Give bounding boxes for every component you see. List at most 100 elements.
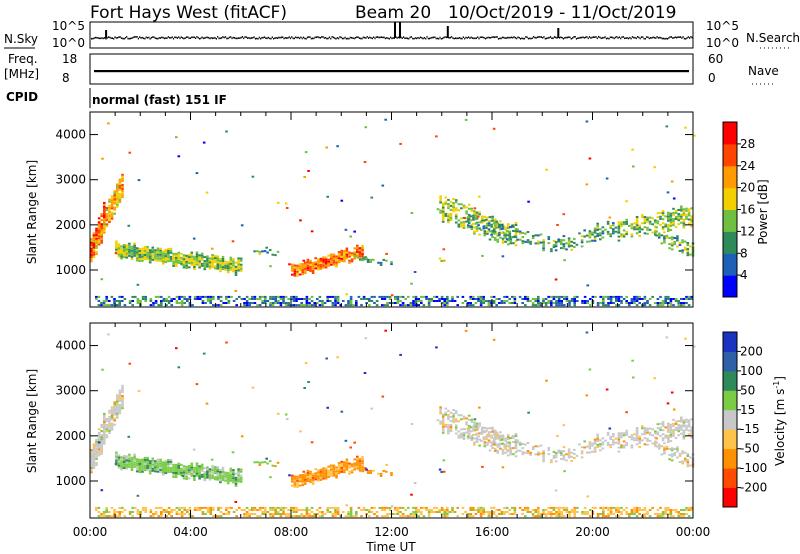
power-cell (284, 295, 288, 298)
velocity-cell (500, 434, 504, 437)
power-cell (308, 302, 311, 304)
power-cell (670, 242, 674, 245)
velocity-cell (573, 457, 576, 459)
power-cell (258, 295, 262, 298)
nsky-point (117, 36, 119, 39)
power-cell (164, 255, 168, 258)
velocity-cell (307, 381, 310, 383)
velocity-cell (653, 377, 656, 380)
velocity-cell (612, 513, 615, 515)
power-cell (117, 255, 121, 258)
power-cell (128, 242, 131, 245)
velocity-cell (465, 421, 468, 424)
velocity-cell (138, 467, 142, 470)
power-cell (465, 212, 468, 215)
power-cell (441, 202, 445, 205)
velocity-cell (243, 509, 246, 511)
power-cell (234, 290, 238, 292)
velocity-cell (563, 509, 566, 511)
power-cell (585, 183, 589, 186)
velocity-cell (265, 457, 268, 460)
velocity-cell (674, 422, 678, 425)
velocity-cell (648, 433, 652, 436)
cpid-mode-text: normal (fast) 151 IF (92, 93, 227, 107)
power-cell (185, 260, 188, 263)
power-cell (331, 304, 335, 307)
nsky-point (569, 36, 571, 39)
power-cell (449, 213, 453, 215)
power-cell (113, 298, 116, 300)
power-cell (237, 257, 240, 260)
velocity-cell (151, 469, 155, 472)
velocity-cell (291, 474, 294, 477)
power-cell (211, 264, 214, 267)
power-cell (467, 203, 471, 206)
power-cell (209, 302, 212, 304)
power-cell (496, 232, 500, 235)
power-cell (498, 225, 501, 228)
velocity-cell (638, 506, 641, 509)
velocity-cell (504, 437, 507, 440)
velocity-cell (180, 511, 184, 513)
power-cell (409, 302, 413, 304)
power-cell (435, 300, 439, 302)
velocity-cell (169, 471, 173, 473)
power-cell (243, 304, 246, 307)
velocity-cell (474, 433, 478, 436)
power-cell (350, 260, 354, 263)
power-cell (198, 254, 201, 257)
velocity-cell (100, 424, 103, 426)
velocity-cell (552, 513, 556, 515)
nsky-point (443, 36, 445, 39)
velocity-cell (646, 429, 649, 432)
velocity-cell (143, 456, 147, 459)
velocity-cell (103, 440, 106, 443)
power-cell (118, 180, 122, 183)
velocity-cell (113, 403, 116, 406)
velocity-cell (118, 511, 121, 513)
nsky-point (263, 36, 266, 38)
velocity-cell (97, 511, 101, 513)
velocity-cell (167, 471, 170, 474)
velocity-cell (347, 511, 350, 513)
velocity-cell (539, 515, 543, 518)
velocity-cell (487, 433, 491, 436)
velocity-cell (200, 473, 204, 476)
velocity-cell (372, 469, 375, 472)
power-cell (143, 252, 147, 254)
nsky-tick-low: 10^0 (52, 36, 85, 50)
velocity-cell (101, 368, 104, 371)
power-cell (682, 210, 686, 213)
velocity-cell (92, 453, 96, 456)
power-cell (103, 214, 106, 217)
power-cell (234, 267, 238, 270)
velocity-cell (622, 440, 626, 443)
velocity-cell (457, 430, 461, 433)
power-cell (667, 217, 670, 220)
velocity-cell (322, 469, 325, 472)
velocity-cell (460, 432, 463, 435)
power-cell (635, 232, 639, 235)
power-cell (625, 220, 628, 223)
velocity-cell (358, 464, 362, 467)
nsky-point (291, 36, 293, 38)
velocity-cell (615, 506, 618, 509)
power-cell (656, 220, 660, 223)
velocity-cell (160, 513, 163, 515)
power-cell (213, 259, 217, 262)
power-cell (232, 264, 235, 267)
velocity-cell (633, 433, 636, 436)
nsky-point (94, 36, 97, 39)
velocity-cell (467, 414, 471, 417)
velocity-cell (648, 427, 652, 430)
nsky-point (408, 37, 410, 40)
nsky-point (197, 36, 199, 39)
power-cell (442, 259, 446, 262)
power-cell (447, 205, 450, 207)
power-cell (521, 236, 525, 239)
velocity-cell (420, 506, 423, 509)
power-cell (570, 300, 574, 302)
velocity-cell (672, 418, 675, 421)
power-cell (680, 302, 683, 304)
power-cell (92, 247, 96, 250)
